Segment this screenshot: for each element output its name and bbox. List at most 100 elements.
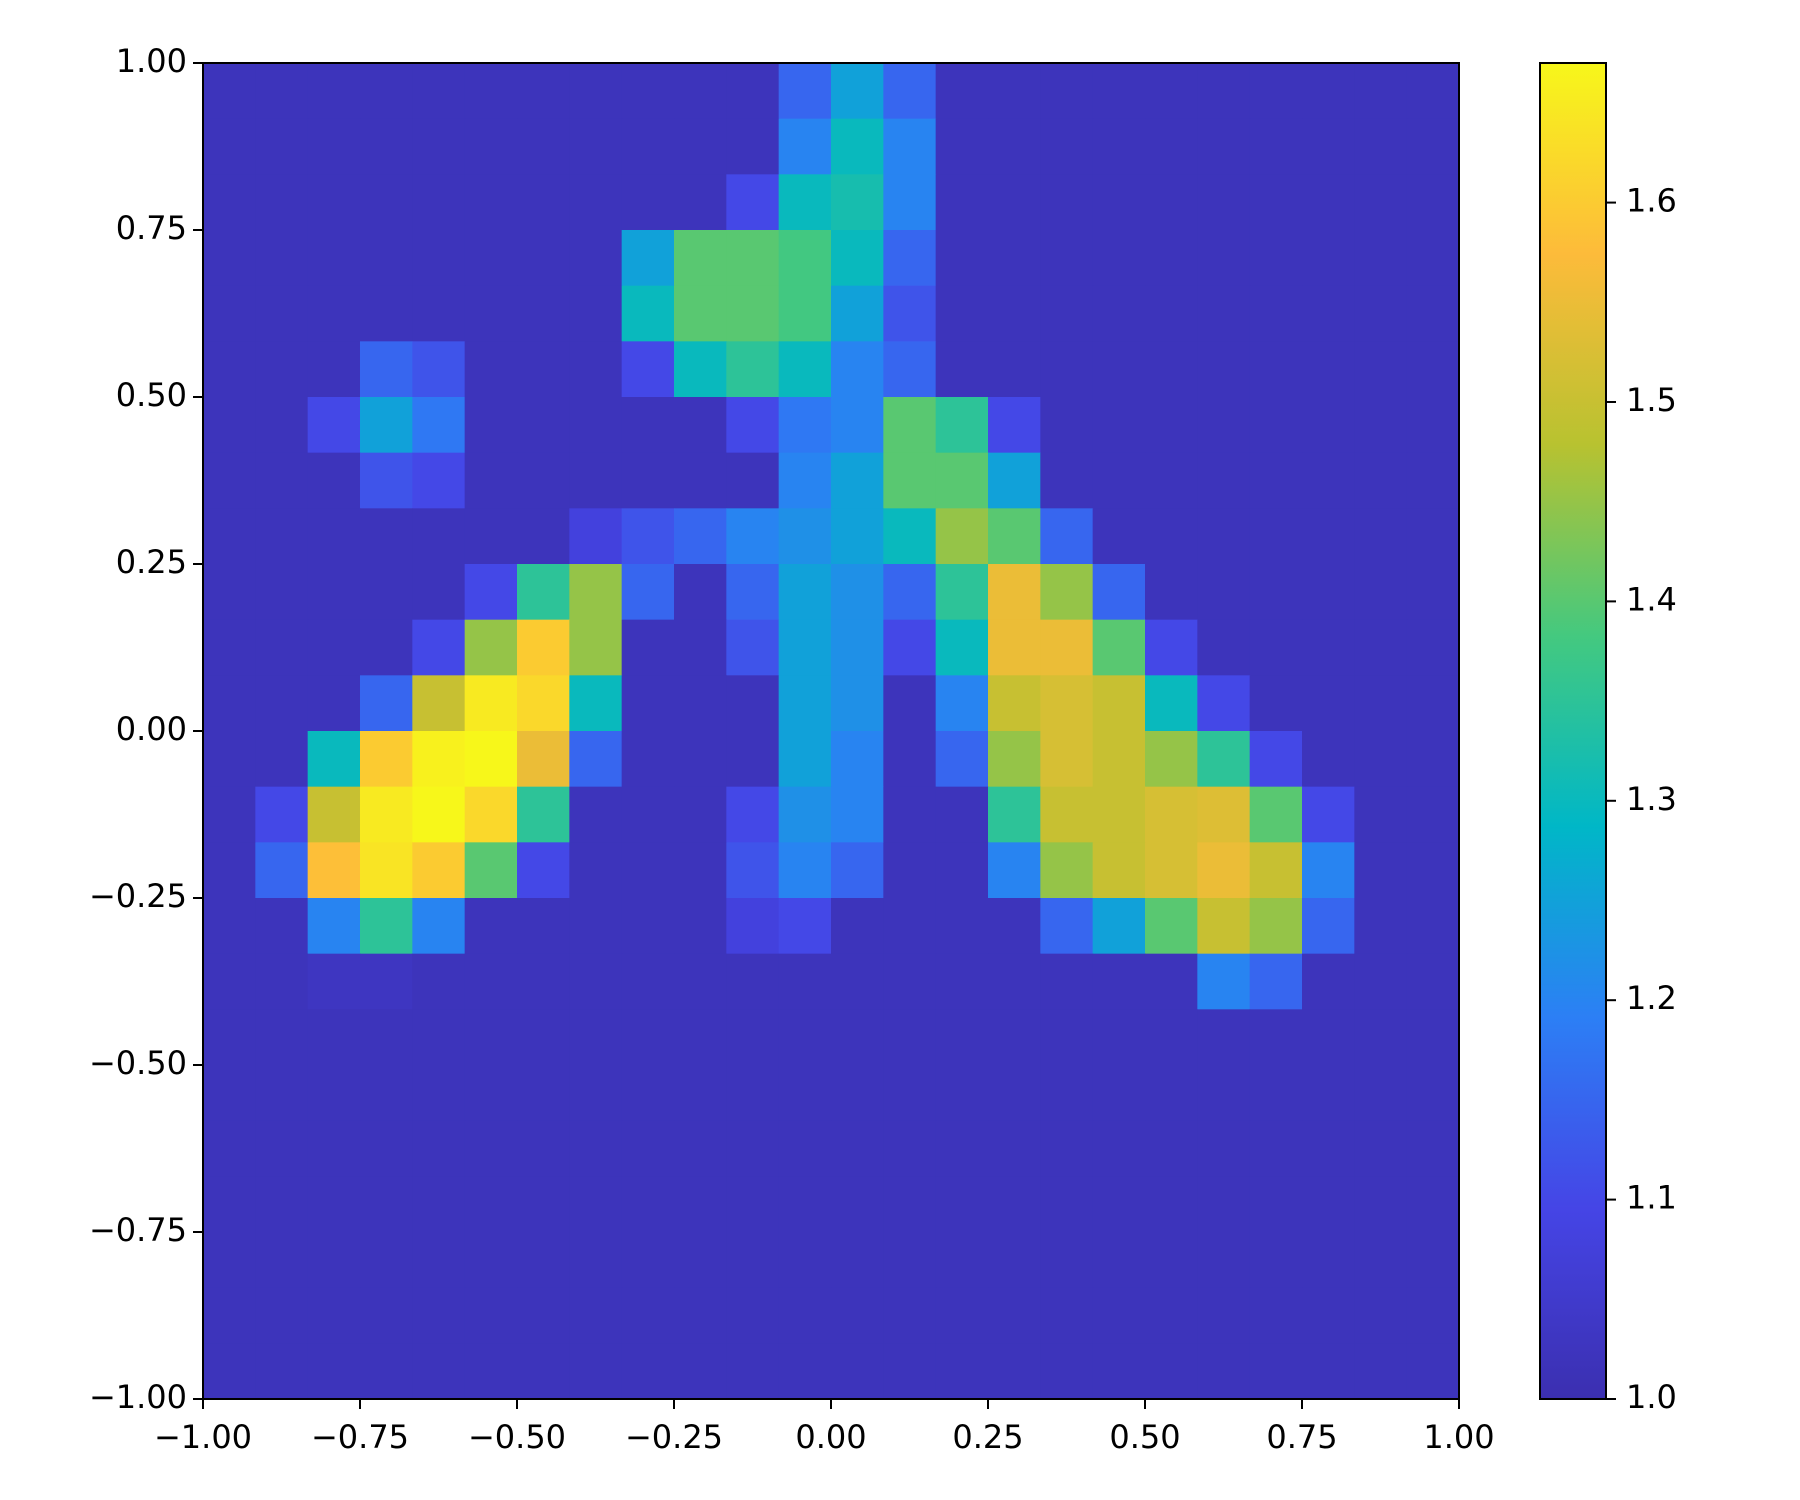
- heatmap-cell: [1249, 731, 1303, 788]
- heatmap-cell: [831, 1120, 884, 1177]
- heatmap-cell: [1302, 397, 1355, 454]
- heatmap-cell: [1302, 1176, 1355, 1233]
- heatmap-cell: [1040, 619, 1094, 676]
- heatmap-cell: [1406, 564, 1460, 621]
- heatmap-cell: [412, 397, 466, 454]
- heatmap-cell: [464, 63, 518, 120]
- heatmap-cell: [1040, 1176, 1094, 1233]
- heatmap-cell: [203, 1287, 256, 1344]
- heatmap-cell: [255, 1343, 309, 1400]
- heatmap-cell: [464, 1120, 518, 1177]
- heatmap-cell: [1040, 675, 1094, 732]
- heatmap-cell: [831, 675, 884, 732]
- heatmap-cell: [778, 452, 832, 509]
- heatmap-cell: [988, 842, 1041, 899]
- heatmap-cell: [674, 1009, 727, 1066]
- heatmap-cell: [1092, 397, 1146, 454]
- heatmap-cell: [831, 842, 884, 899]
- heatmap-cell: [778, 63, 832, 120]
- heatmap-cell: [883, 1287, 937, 1344]
- heatmap-cell: [1302, 230, 1355, 287]
- heatmap-cell: [883, 1343, 937, 1400]
- heatmap-cell: [778, 1287, 832, 1344]
- heatmap-cell: [1354, 230, 1408, 287]
- heatmap-cell: [883, 953, 937, 1010]
- heatmap-cell: [464, 619, 518, 676]
- heatmap-cell: [255, 452, 309, 509]
- heatmap-cell: [726, 118, 780, 175]
- heatmap-cell: [831, 1065, 884, 1122]
- heatmap-cell: [1249, 341, 1303, 398]
- heatmap-cell: [778, 786, 832, 843]
- heatmap-cell: [778, 1065, 832, 1122]
- heatmap-cell: [255, 230, 309, 287]
- heatmap-cell: [1197, 1232, 1251, 1289]
- heatmap-cell: [255, 675, 309, 732]
- heatmap-cell: [203, 63, 256, 120]
- heatmap-cell: [360, 1065, 413, 1122]
- x-tick-label: 0.00: [795, 1418, 866, 1456]
- heatmap-cell: [883, 174, 937, 231]
- heatmap-cell: [307, 786, 361, 843]
- heatmap-cell: [1197, 731, 1251, 788]
- heatmap-cell: [464, 1232, 518, 1289]
- heatmap-cell: [621, 118, 675, 175]
- heatmap-cell: [464, 564, 518, 621]
- heatmap-cell: [831, 452, 884, 509]
- heatmap-cell: [360, 341, 413, 398]
- heatmap-cell: [831, 118, 884, 175]
- heatmap-cell: [1354, 397, 1408, 454]
- heatmap-cell: [203, 786, 256, 843]
- heatmap-cell: [831, 953, 884, 1010]
- heatmap-cell: [1302, 731, 1355, 788]
- heatmap-cell: [569, 564, 623, 621]
- heatmap-cell: [569, 397, 623, 454]
- heatmap-cell: [307, 619, 361, 676]
- heatmap-cell: [1040, 842, 1094, 899]
- heatmap-cell: [1040, 285, 1094, 342]
- heatmap-cell: [935, 1287, 989, 1344]
- heatmap-cell: [1302, 898, 1355, 955]
- heatmap-cell: [674, 397, 727, 454]
- heatmap-cell: [203, 1009, 256, 1066]
- heatmap-cell: [307, 1343, 361, 1400]
- heatmap-cell: [988, 1176, 1041, 1233]
- heatmap-cell: [1302, 1120, 1355, 1177]
- heatmap-cell: [621, 1009, 675, 1066]
- heatmap-cell: [464, 1287, 518, 1344]
- heatmap-cell: [1302, 174, 1355, 231]
- heatmap-cell: [674, 842, 727, 899]
- heatmap-cell: [1302, 842, 1355, 899]
- heatmap-cell: [935, 675, 989, 732]
- heatmap-cell: [255, 564, 309, 621]
- y-tick-label: −0.25: [89, 877, 187, 915]
- heatmap-cell: [831, 898, 884, 955]
- heatmap-cell: [1040, 1009, 1094, 1066]
- heatmap-cell: [203, 341, 256, 398]
- y-tick-label: −1.00: [89, 1378, 187, 1416]
- heatmap-cell: [1249, 564, 1303, 621]
- heatmap-cell: [674, 230, 727, 287]
- heatmap-cell: [778, 118, 832, 175]
- heatmap-cell: [412, 619, 466, 676]
- heatmap-cell: [883, 898, 937, 955]
- heatmap-cell: [621, 731, 675, 788]
- heatmap-cell: [1354, 452, 1408, 509]
- heatmap-cell: [674, 619, 727, 676]
- heatmap-cell: [255, 508, 309, 565]
- heatmap-cell: [569, 508, 623, 565]
- heatmap-cell: [307, 1287, 361, 1344]
- heatmap-cell: [778, 953, 832, 1010]
- heatmap-cell: [935, 953, 989, 1010]
- heatmap-cell: [621, 842, 675, 899]
- heatmap-cell: [988, 397, 1041, 454]
- heatmap-cell: [883, 619, 937, 676]
- heatmap-cell: [621, 341, 675, 398]
- y-tick-label: 0.50: [116, 376, 187, 414]
- heatmap-cell: [988, 452, 1041, 509]
- heatmap-cell: [203, 898, 256, 955]
- y-tick-label: 0.25: [116, 543, 187, 581]
- heatmap-cell: [883, 842, 937, 899]
- heatmap-cell: [1092, 63, 1146, 120]
- heatmap-cell: [360, 63, 413, 120]
